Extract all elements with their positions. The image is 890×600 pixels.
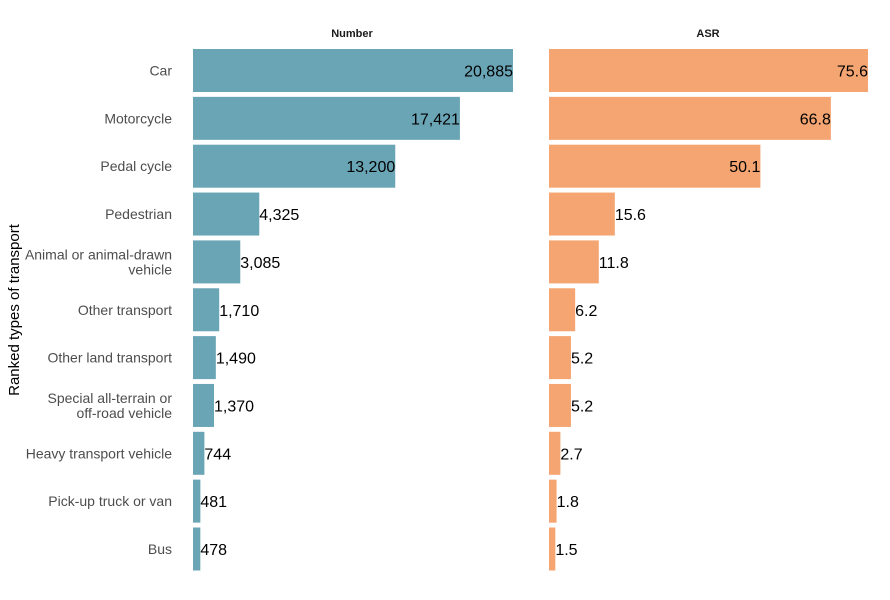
bar	[193, 479, 201, 523]
bar	[193, 192, 260, 236]
bar	[193, 288, 220, 332]
data-label: 5.2	[571, 351, 593, 368]
bar	[193, 49, 513, 92]
bar	[549, 240, 599, 284]
data-label: 2.7	[560, 446, 582, 463]
y-axis-title: Ranked types of transport	[6, 223, 23, 396]
bar	[549, 383, 571, 427]
bar	[549, 49, 868, 92]
bar	[193, 96, 460, 140]
bar	[549, 479, 557, 523]
bar	[549, 336, 571, 380]
bar	[549, 144, 761, 188]
category-label: Motorcycle	[104, 110, 172, 126]
data-label: 66.8	[800, 111, 831, 128]
data-label: 4,325	[259, 207, 299, 224]
category-label: Bus	[148, 541, 172, 557]
category-labels: Car Motorcycle Pedal cycle Pedestrian Animal…	[25, 63, 172, 558]
bar	[549, 96, 831, 140]
data-label: 15.6	[615, 207, 646, 224]
data-label: 1,710	[219, 303, 259, 320]
data-label: 50.1	[729, 159, 760, 176]
category-label: Other transport	[78, 302, 172, 318]
data-label: 13,200	[346, 159, 395, 176]
data-label: 1.8	[557, 494, 579, 511]
category-label: Pedal cycle	[100, 158, 172, 174]
data-label: 3,085	[240, 255, 280, 272]
category-label: Pedestrian	[105, 206, 172, 222]
panel-asr: ASR 75.6 66.8 50.1 15.6 11.8 6.2 5.2 5.2 2.7 1.8 1.…	[549, 28, 868, 571]
category-label: Heavy transport vehicle	[26, 445, 173, 461]
panel-title: Number	[331, 28, 373, 40]
data-label: 744	[204, 446, 231, 463]
data-label: 1,490	[216, 351, 256, 368]
data-label: 1,370	[214, 398, 254, 415]
bar	[193, 336, 216, 380]
bar	[193, 240, 241, 284]
category-label: Special all-terrain or off-road vehicle	[48, 390, 173, 421]
data-label: 1.5	[555, 542, 577, 559]
data-label: 478	[200, 542, 227, 559]
panel-number: Number 20,885 17,421 13,200 4,325 3,085 1,710 1…	[193, 28, 513, 571]
bar	[549, 192, 615, 236]
bar	[193, 383, 214, 427]
bar	[193, 527, 201, 571]
data-label: 20,885	[464, 64, 513, 81]
category-label: Animal or animal-drawn vehicle	[25, 246, 172, 277]
panel-title: ASR	[696, 28, 719, 40]
bar	[193, 144, 396, 188]
bar	[549, 527, 556, 571]
data-label: 17,421	[411, 111, 460, 128]
data-label: 75.6	[837, 64, 868, 81]
bar	[193, 431, 205, 475]
data-label: 11.8	[599, 255, 629, 272]
bar	[549, 288, 576, 332]
data-label: 6.2	[575, 303, 597, 320]
data-label: 5.2	[571, 398, 593, 415]
category-label: Other land transport	[47, 350, 172, 366]
category-label: Car	[149, 63, 172, 79]
data-label: 481	[200, 494, 227, 511]
bar	[549, 431, 561, 475]
category-label: Pick-up truck or van	[48, 493, 172, 509]
